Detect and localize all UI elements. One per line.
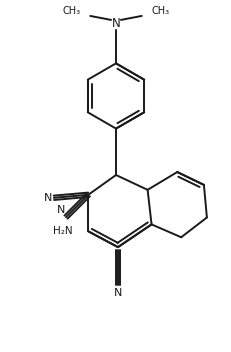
Text: N: N (44, 193, 52, 203)
Text: N: N (112, 17, 120, 30)
Text: N: N (57, 205, 65, 215)
Text: CH₃: CH₃ (152, 6, 170, 16)
Text: N: N (114, 288, 122, 297)
Text: CH₃: CH₃ (62, 6, 80, 16)
Text: H₂N: H₂N (53, 226, 73, 236)
